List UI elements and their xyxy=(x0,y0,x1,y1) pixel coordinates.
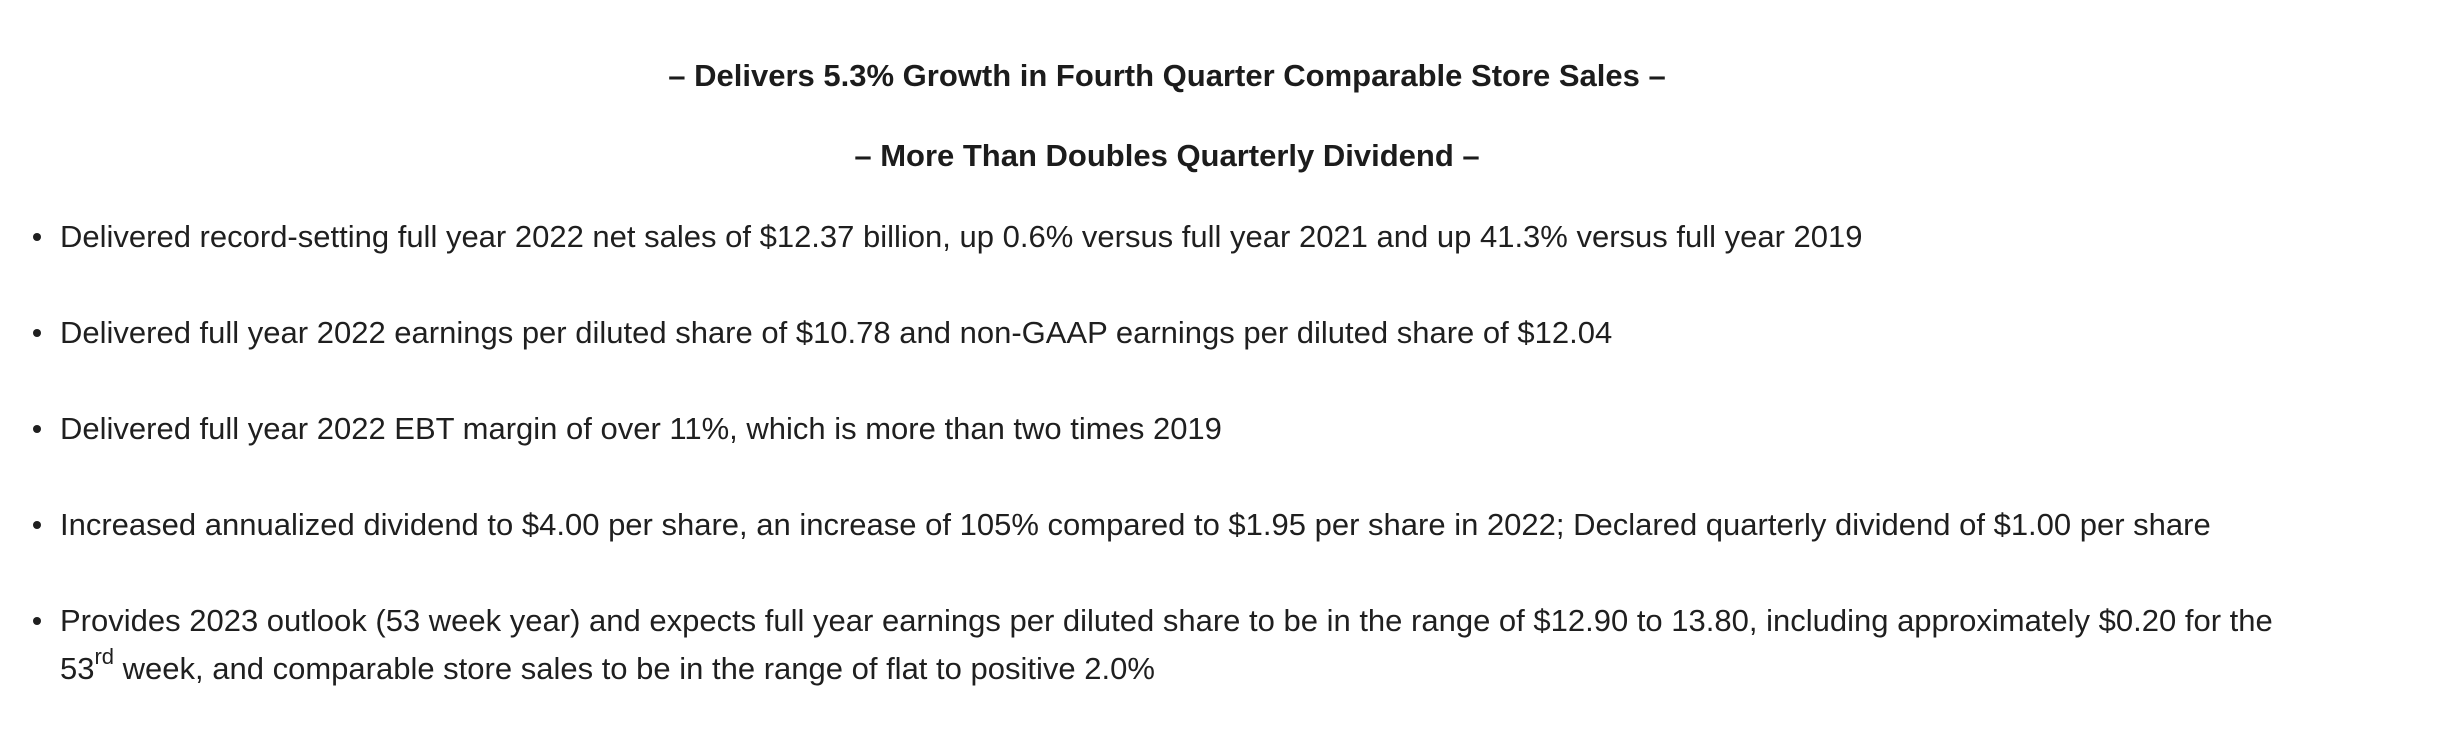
list-item-ebt-margin: Delivered full year 2022 EBT margin of o… xyxy=(33,405,2320,453)
list-item-dividend: Increased annualized dividend to $4.00 p… xyxy=(33,501,2320,549)
list-item-text: Delivered record-setting full year 2022 … xyxy=(60,219,1863,254)
list-item-net-sales: Delivered record-setting full year 2022 … xyxy=(33,213,2320,261)
bullet-dot-icon xyxy=(33,425,41,433)
headline-dividend: – More Than Doubles Quarterly Dividend – xyxy=(854,138,1480,173)
list-item-text-start: Provides 2023 outlook (53 week year) and… xyxy=(60,603,2273,686)
bullet-dot-icon xyxy=(33,617,41,625)
list-item-eps: Delivered full year 2022 earnings per di… xyxy=(33,309,2320,357)
list-item-text: Delivered full year 2022 EBT margin of o… xyxy=(60,411,1222,446)
headline-growth: – Delivers 5.3% Growth in Fourth Quarter… xyxy=(668,58,1666,93)
bullet-dot-icon xyxy=(33,329,41,337)
ordinal-suffix: rd xyxy=(94,643,115,669)
list-item-outlook: Provides 2023 outlook (53 week year) and… xyxy=(33,597,2320,693)
bullet-dot-icon xyxy=(33,521,41,529)
list-item-text-end: week, and comparable store sales to be i… xyxy=(114,651,1155,686)
list-item-text: Delivered full year 2022 earnings per di… xyxy=(60,315,1613,350)
list-item-text: Increased annualized dividend to $4.00 p… xyxy=(60,507,2211,542)
bullet-dot-icon xyxy=(33,233,41,241)
